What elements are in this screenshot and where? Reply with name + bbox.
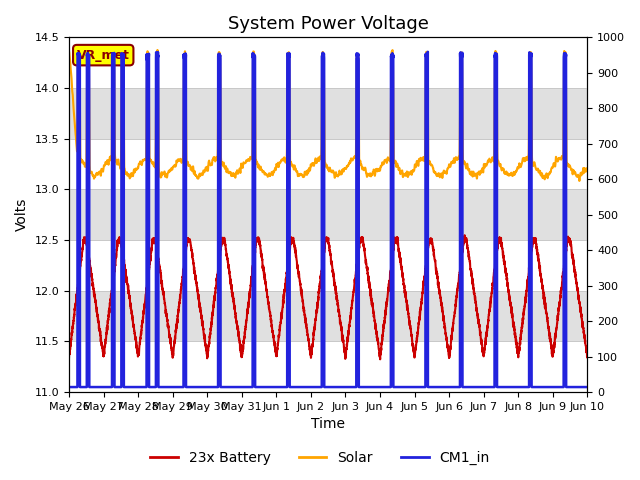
Solar <box>308 161 316 167</box>
Solar <box>575 178 583 184</box>
CM1_in <box>444 384 452 390</box>
Text: VR_met: VR_met <box>77 48 130 61</box>
Bar <box>69 291 588 341</box>
23x Battery <box>158 282 166 288</box>
Legend: 23x Battery, Solar, CM1_in: 23x Battery, Solar, CM1_in <box>145 445 495 471</box>
Solar <box>444 166 452 171</box>
23x Battery <box>65 354 73 360</box>
CM1_in <box>158 384 166 390</box>
Solar <box>65 48 73 54</box>
Solar <box>415 156 423 162</box>
23x Battery <box>415 314 423 320</box>
CM1_in <box>65 384 73 390</box>
CM1_in <box>424 49 431 55</box>
CM1_in <box>583 384 591 390</box>
Line: CM1_in: CM1_in <box>69 52 588 387</box>
Title: System Power Voltage: System Power Voltage <box>228 15 429 33</box>
CM1_in <box>415 384 423 390</box>
Solar <box>159 172 166 178</box>
Y-axis label: Volts: Volts <box>15 198 29 231</box>
23x Battery <box>583 350 591 356</box>
X-axis label: Time: Time <box>311 418 345 432</box>
23x Battery <box>461 232 468 238</box>
23x Battery <box>308 344 316 350</box>
Line: 23x Battery: 23x Battery <box>69 235 588 360</box>
23x Battery <box>376 357 384 362</box>
Solar <box>583 166 591 171</box>
Solar <box>154 47 161 53</box>
Bar <box>69 88 588 139</box>
Line: Solar: Solar <box>69 50 588 181</box>
CM1_in <box>308 384 316 390</box>
Solar <box>474 170 481 176</box>
CM1_in <box>584 384 591 390</box>
Solar <box>584 165 591 171</box>
CM1_in <box>474 384 481 390</box>
23x Battery <box>444 348 452 353</box>
Bar <box>69 190 588 240</box>
23x Battery <box>584 354 591 360</box>
23x Battery <box>474 314 481 320</box>
